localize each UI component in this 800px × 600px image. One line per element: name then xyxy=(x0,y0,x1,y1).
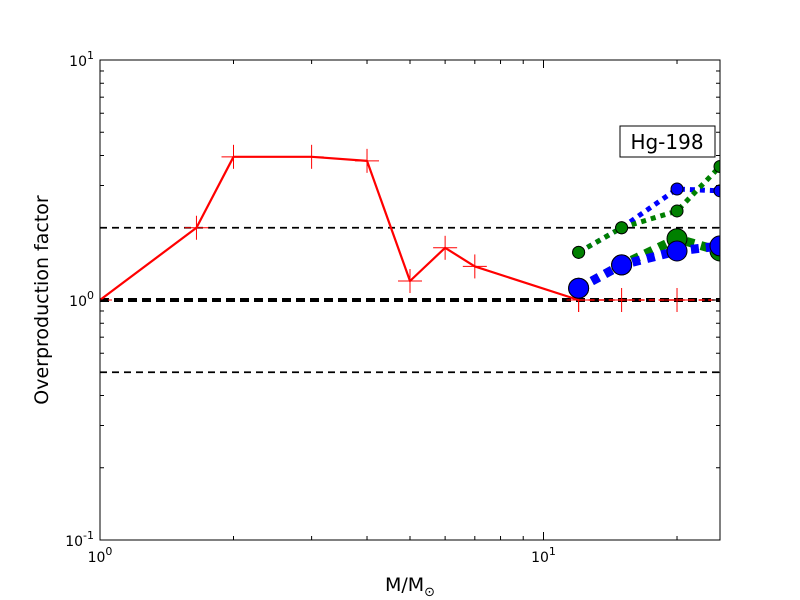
series-5 xyxy=(568,235,720,299)
series-5-line xyxy=(576,241,720,293)
series-0-point-7 xyxy=(462,254,487,279)
series-0-point-2 xyxy=(221,144,246,169)
series-3 xyxy=(572,159,720,259)
series-layer xyxy=(100,144,720,312)
series-3-point-3 xyxy=(713,159,720,173)
annotation-frame xyxy=(619,125,716,158)
series-3-point-1 xyxy=(615,221,629,235)
series-4-line xyxy=(576,234,720,293)
series-3-point-0 xyxy=(572,245,586,259)
series-5-point-0 xyxy=(568,277,590,299)
x-tick-label-0: 100 xyxy=(88,545,113,566)
x-tick-label-1: 101 xyxy=(531,545,556,566)
y-axis-label: Overproduction factor xyxy=(31,195,53,405)
series-3-line xyxy=(577,164,720,255)
series-3-point-2 xyxy=(670,204,684,218)
y-tick-label-0: 10-1 xyxy=(65,529,94,550)
series-1-point-2 xyxy=(665,288,690,312)
series-0 xyxy=(100,144,591,312)
series-0-point-3 xyxy=(299,144,324,169)
series-5-point-3 xyxy=(709,235,720,257)
annotation-box: Hg-198 xyxy=(619,125,716,158)
series-5-point-1 xyxy=(611,254,633,276)
series-0-point-6 xyxy=(433,235,458,260)
series-5-point-2 xyxy=(666,240,688,262)
x-axis-label-subscript: ⊙ xyxy=(424,585,435,600)
annotation-label: Hg-198 xyxy=(630,130,703,154)
series-0-point-5 xyxy=(398,268,422,293)
series-1-point-1 xyxy=(609,288,634,312)
series-0-point-4 xyxy=(355,148,380,173)
x-axis-label: M/M⊙ xyxy=(385,574,435,600)
series-2-point-2 xyxy=(670,182,684,196)
y-tick-label-1: 100 xyxy=(69,289,94,310)
series-2-point-3 xyxy=(713,184,720,198)
axis-ticks xyxy=(99,59,720,541)
y-tick-label-2: 101 xyxy=(69,49,94,70)
series-0-point-1 xyxy=(184,215,209,240)
